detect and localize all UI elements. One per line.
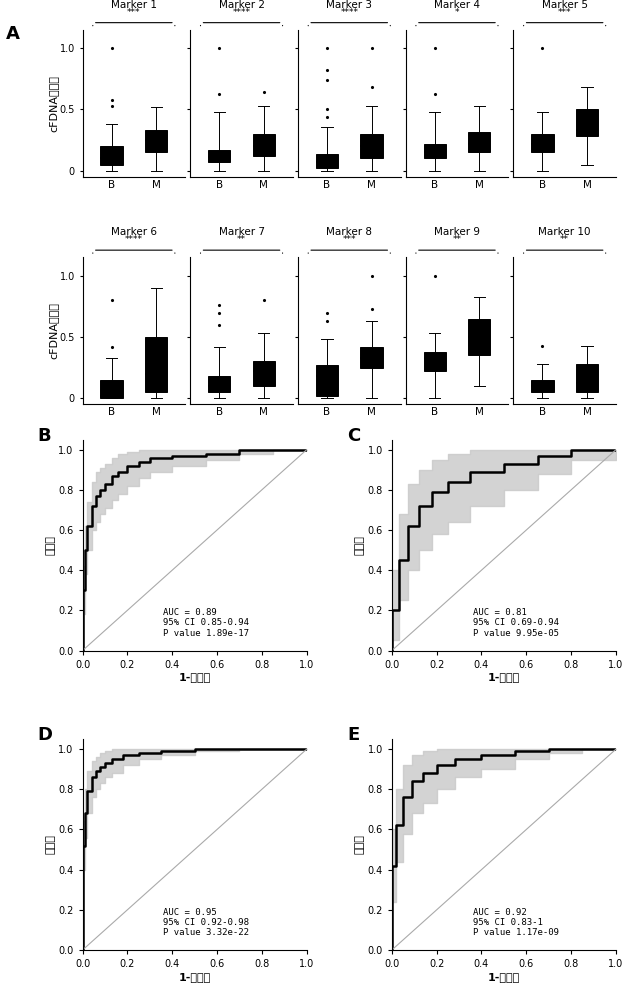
- Text: AUC = 0.92
95% CI 0.83-1
P value 1.17e-09: AUC = 0.92 95% CI 0.83-1 P value 1.17e-0…: [472, 908, 559, 937]
- Title: Marker 8: Marker 8: [326, 227, 372, 237]
- PathPatch shape: [361, 347, 383, 368]
- Y-axis label: 敏感性: 敏感性: [355, 535, 364, 555]
- Text: B: B: [37, 427, 51, 445]
- Y-axis label: cFDNA感性比: cFDNA感性比: [48, 75, 58, 132]
- Text: ****: ****: [232, 8, 251, 17]
- Title: Marker 2: Marker 2: [218, 0, 265, 10]
- Text: AUC = 0.95
95% CI 0.92-0.98
P value 3.32e-22: AUC = 0.95 95% CI 0.92-0.98 P value 3.32…: [163, 908, 249, 937]
- Title: Marker 4: Marker 4: [434, 0, 480, 10]
- Title: Marker 5: Marker 5: [542, 0, 587, 10]
- PathPatch shape: [468, 319, 490, 355]
- Text: ***: ***: [558, 8, 572, 17]
- PathPatch shape: [424, 352, 446, 371]
- Text: ***: ***: [127, 8, 140, 17]
- PathPatch shape: [145, 130, 167, 152]
- X-axis label: 1-特异性: 1-特异性: [178, 972, 211, 982]
- X-axis label: 1-特异性: 1-特异性: [488, 972, 520, 982]
- Y-axis label: 敏感性: 敏感性: [45, 835, 55, 854]
- Text: ***: ***: [342, 235, 356, 244]
- PathPatch shape: [468, 132, 490, 152]
- Text: D: D: [37, 726, 53, 744]
- Title: Marker 3: Marker 3: [326, 0, 372, 10]
- PathPatch shape: [208, 150, 231, 162]
- Y-axis label: 敏感性: 敏感性: [45, 535, 55, 555]
- Title: Marker 9: Marker 9: [434, 227, 480, 237]
- Title: Marker 1: Marker 1: [111, 0, 157, 10]
- PathPatch shape: [424, 144, 446, 158]
- Text: **: **: [453, 235, 462, 244]
- Text: *: *: [455, 8, 459, 17]
- PathPatch shape: [100, 380, 123, 398]
- PathPatch shape: [531, 134, 554, 152]
- Title: Marker 6: Marker 6: [111, 227, 157, 237]
- X-axis label: 1-特异性: 1-特异性: [178, 672, 211, 682]
- Text: AUC = 0.81
95% CI 0.69-0.94
P value 9.95e-05: AUC = 0.81 95% CI 0.69-0.94 P value 9.95…: [472, 608, 559, 638]
- PathPatch shape: [316, 365, 338, 396]
- Text: ****: ****: [340, 8, 358, 17]
- X-axis label: 1-特异性: 1-特异性: [488, 672, 520, 682]
- Title: Marker 10: Marker 10: [538, 227, 591, 237]
- Y-axis label: cFDNA感性比: cFDNA感性比: [48, 302, 58, 359]
- Text: A: A: [6, 25, 20, 43]
- PathPatch shape: [253, 361, 275, 386]
- Text: E: E: [347, 726, 359, 744]
- Text: AUC = 0.89
95% CI 0.85-0.94
P value 1.89e-17: AUC = 0.89 95% CI 0.85-0.94 P value 1.89…: [163, 608, 249, 638]
- Text: **: **: [560, 235, 569, 244]
- PathPatch shape: [576, 109, 598, 136]
- PathPatch shape: [253, 134, 275, 156]
- PathPatch shape: [361, 134, 383, 158]
- Title: Marker 7: Marker 7: [218, 227, 265, 237]
- Y-axis label: 敏感性: 敏感性: [355, 835, 364, 854]
- Text: ****: ****: [125, 235, 143, 244]
- PathPatch shape: [100, 146, 123, 165]
- PathPatch shape: [316, 154, 338, 168]
- PathPatch shape: [576, 364, 598, 392]
- Text: C: C: [347, 427, 360, 445]
- Text: **: **: [237, 235, 246, 244]
- PathPatch shape: [145, 337, 167, 392]
- PathPatch shape: [208, 376, 231, 392]
- PathPatch shape: [531, 380, 554, 392]
